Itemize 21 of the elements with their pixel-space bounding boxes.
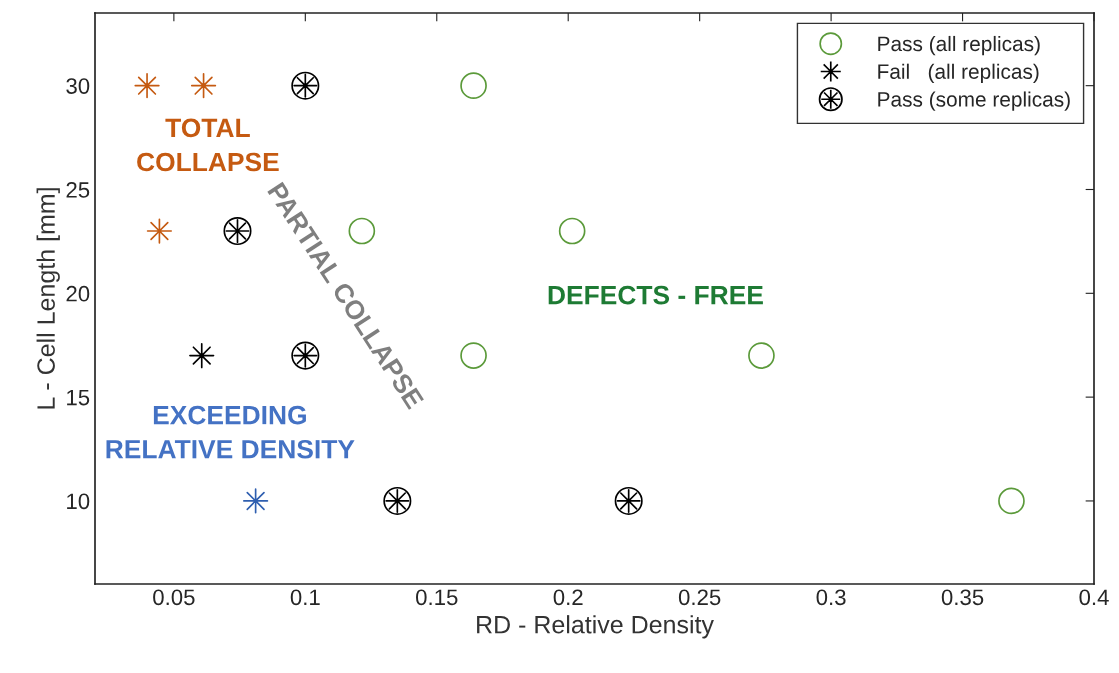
x-tick-label: 0.25 — [678, 589, 721, 606]
x-tick-label: 0.05 — [153, 589, 195, 606]
x-tick-label: 0.2 — [553, 589, 583, 606]
y-tick-label: 10 — [67, 493, 90, 510]
y-tick-label: 30 — [66, 78, 90, 94]
annotation: DEFECTS - FREE — [548, 285, 763, 305]
y-axis-title: L - Cell Length [mm] — [36, 188, 60, 409]
x-tick-label: 0.15 — [416, 589, 458, 606]
x-tick-label: 0.1 — [290, 589, 320, 606]
x-tick-label: 0.3 — [816, 589, 846, 606]
legend-label: Fail (all replicas) — [878, 63, 1039, 84]
x-tick-label: 0.4 — [1079, 589, 1109, 606]
legend-label: Pass (some replicas) — [878, 91, 1070, 111]
legend-label: Pass (all replicas) — [878, 35, 1040, 56]
y-tick-label: 15 — [67, 389, 90, 406]
annotation: EXCEEDING RELATIVE DENSITY — [106, 405, 355, 459]
y-tick-label: 25 — [66, 182, 90, 198]
x-tick-label: 0.35 — [941, 589, 984, 606]
y-tick-label: 20 — [66, 285, 90, 302]
x-axis-title: RD - Relative Density — [477, 615, 714, 639]
annotation: TOTAL COLLAPSE — [137, 118, 279, 172]
